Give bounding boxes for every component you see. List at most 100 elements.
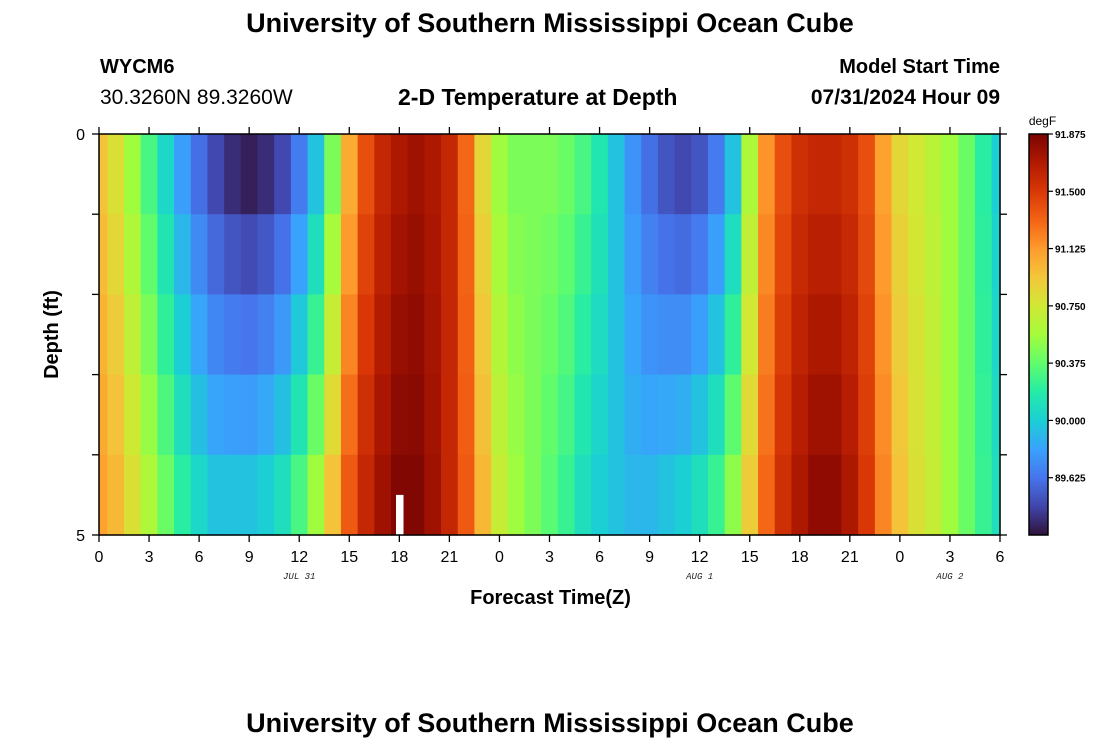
heatmap-cell — [140, 134, 158, 215]
heatmap-cell — [991, 214, 1001, 295]
heatmap-cell — [441, 294, 459, 376]
heatmap-cell — [557, 214, 576, 295]
heatmap-cell — [624, 294, 642, 376]
heatmap-cell — [858, 214, 876, 295]
heatmap-cell — [724, 374, 742, 456]
heatmap-cell — [491, 294, 509, 376]
heatmap-cell — [357, 294, 375, 376]
heatmap-cell — [908, 134, 926, 215]
heatmap-cell — [524, 214, 542, 295]
heatmap-cell — [340, 454, 359, 536]
heatmap-cell — [107, 294, 125, 376]
heatmap-cell — [307, 374, 325, 456]
heatmap-cell — [374, 294, 392, 376]
heatmap-cell — [157, 374, 175, 456]
heatmap-cell — [908, 214, 926, 295]
heatmap-cell — [941, 374, 959, 456]
heatmap-cell — [507, 294, 526, 376]
heatmap-cell — [808, 214, 826, 295]
heatmap-cell — [357, 134, 375, 215]
model-start-label: Model Start Time — [839, 56, 1000, 78]
heatmap-cell — [874, 374, 893, 456]
colorbar-tick-label: 90.750 — [1055, 302, 1086, 313]
colorbar-tick-label: 91.125 — [1055, 245, 1086, 256]
heatmap-cell — [190, 374, 209, 456]
heatmap-cell — [974, 374, 993, 456]
heatmap-cell — [941, 134, 959, 215]
heatmap-cell — [357, 454, 375, 536]
colorbar-tick-label: 91.875 — [1055, 130, 1086, 141]
heatmap-cell — [474, 294, 492, 376]
heatmap-cell — [607, 374, 626, 456]
heatmap-cell — [507, 214, 526, 295]
heatmap-cell — [174, 134, 192, 215]
heatmap-cell — [791, 294, 809, 376]
x-tick-label: 21 — [841, 549, 859, 566]
heatmap-cell — [674, 454, 692, 536]
heatmap-cell — [507, 454, 526, 536]
heatmap-cell — [457, 134, 476, 215]
heatmap-cell — [474, 134, 492, 215]
x-tick-label: 12 — [290, 549, 308, 566]
heatmap-cell — [958, 374, 976, 456]
heatmap-cell — [307, 214, 325, 295]
heatmap-cell — [374, 454, 392, 536]
heatmap-cell — [424, 294, 442, 376]
x-tick-label: 6 — [195, 549, 204, 566]
heatmap-cell — [974, 214, 993, 295]
heatmap-cell — [974, 134, 993, 215]
heatmap-cell — [340, 374, 359, 456]
heatmap-cell — [441, 134, 459, 215]
x-tick-label: 0 — [895, 549, 904, 566]
heatmap-cell — [507, 374, 526, 456]
heatmap-cell — [457, 454, 476, 536]
heatmap-cell — [424, 454, 442, 536]
heatmap-cell — [858, 454, 876, 536]
heatmap-cell — [541, 454, 559, 536]
chart-subtitle: 2-D Temperature at Depth — [398, 84, 678, 110]
heatmap-cell — [224, 374, 242, 456]
heatmap-cell — [808, 374, 826, 456]
heatmap-cell — [924, 214, 943, 295]
heatmap-cell — [774, 294, 793, 376]
heatmap-cell — [891, 214, 909, 295]
heatmap-cell — [491, 214, 509, 295]
heatmap-cell — [774, 134, 793, 215]
heatmap-cell — [841, 294, 859, 376]
colorbar-tick-label: 90.000 — [1055, 416, 1086, 427]
colorbar-tick-label: 89.625 — [1055, 474, 1086, 485]
heatmap-cell — [140, 294, 158, 376]
heatmap-cell — [908, 374, 926, 456]
heatmap-cell — [991, 294, 1001, 376]
heatmap-cell — [724, 214, 742, 295]
heatmap-cell — [574, 134, 592, 215]
heatmap-cell — [958, 294, 976, 376]
heatmap-cell — [691, 134, 709, 215]
heatmap-cell — [741, 134, 759, 215]
heatmap-cell — [407, 134, 425, 215]
y-tick-label: 0 — [76, 127, 85, 144]
y-axis-label: Depth (ft) — [41, 290, 63, 379]
heatmap-cell — [457, 374, 476, 456]
y-tick-label: 5 — [76, 528, 85, 545]
heatmap-cell — [274, 214, 292, 295]
x-tick-label: 12 — [691, 549, 709, 566]
heatmap-cell — [657, 214, 676, 295]
heatmap-cell — [257, 214, 275, 295]
heatmap-cell — [274, 454, 292, 536]
heatmap-cell — [674, 374, 692, 456]
date-label: JUL 31 — [283, 572, 315, 582]
heatmap-cell — [841, 454, 859, 536]
heatmap-cell — [591, 454, 609, 536]
heatmap-cell — [574, 214, 592, 295]
heatmap-cell — [207, 134, 225, 215]
heatmap-cell — [524, 294, 542, 376]
x-axis-label: Forecast Time(Z) — [470, 587, 631, 609]
heatmap-cell — [107, 374, 125, 456]
heatmap-cell — [624, 214, 642, 295]
station-coordinates: 30.3260N 89.3260W — [100, 86, 293, 109]
heatmap-cell — [274, 374, 292, 456]
colorbar: degF 91.875 91.500 91.125 90.750 90.375 90.000… — [1028, 114, 1086, 536]
heatmap-cell — [224, 454, 242, 536]
heatmap-cell — [441, 454, 459, 536]
